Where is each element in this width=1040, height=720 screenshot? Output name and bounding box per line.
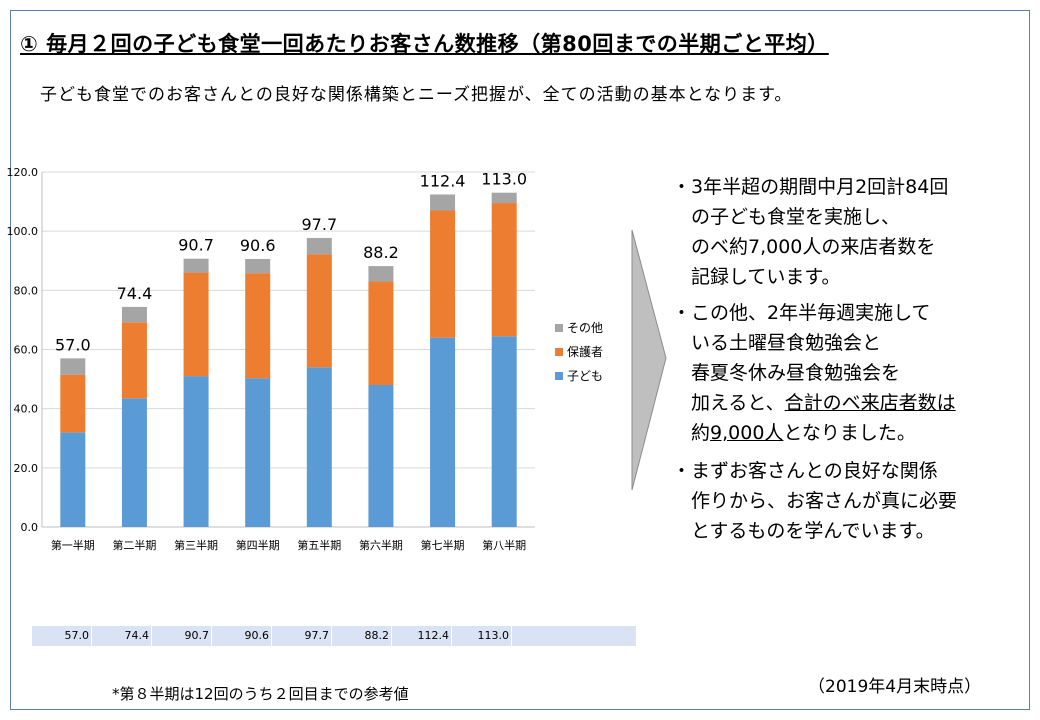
bar-segment (306, 254, 332, 368)
bar-segment (368, 385, 394, 527)
bullet-1-line-3: のベ約7,000人の来店者数を (672, 236, 936, 258)
bullet-1-line-4: 記録しています。 (672, 266, 841, 288)
bullet-3: ・まずお客さんとの良好な関係 作りから、お客さんが真に必要 とするものを学んでい… (672, 456, 957, 546)
x-tick-label: 第四半期 (236, 538, 280, 552)
bullet-2-line-1: ・この他、2年半毎週実施して (672, 302, 931, 324)
as-of-date: （2019年4月末時点） (808, 677, 982, 697)
table-cell: 112.4 (392, 626, 452, 646)
y-tick-label: 20.0 (14, 462, 39, 475)
total-visitors-value: 9,000人 (710, 422, 784, 444)
bar-segment (121, 398, 147, 527)
bullet-2-line-4: 加えると、合計のベ来店者数は (672, 388, 956, 418)
bar-segment (60, 374, 86, 433)
stacked-bar-chart: 0.0 20.0 40.0 60.0 80.0 100.0 120.0 57.0 第一半期 74.… (7, 166, 604, 552)
page-title: ① 毎月２回の子ども食堂一回あたりお客さん数推移（第80回までの半期ごと平均） (20, 32, 829, 56)
bar-total-label: 88.2 (363, 243, 399, 262)
bar-total-label: 112.4 (420, 171, 466, 190)
bar-total-label: 90.7 (178, 236, 214, 255)
footnote: *第８半期は12回のうち２回目までの参考値 (112, 685, 409, 703)
y-tick-label: 0.0 (21, 521, 39, 534)
bar-segment (306, 237, 332, 255)
bar-total-label: 74.4 (117, 284, 153, 303)
bullet-2-line-3: 春夏冬休み昼食勉強会を (672, 362, 901, 384)
bullet-3-line-3: とするものを学んでいます。 (672, 520, 935, 542)
bar-total-label: 97.7 (302, 215, 338, 234)
bar-segment (368, 281, 394, 385)
table-cell: 97.7 (272, 626, 332, 646)
legend-label: 保護者 (567, 344, 603, 359)
y-tick-label: 80.0 (14, 284, 39, 297)
table-cell: 74.4 (92, 626, 152, 646)
bullet-2-line-5: 約9,000人となりました。 (672, 418, 956, 448)
bar-segment (60, 432, 86, 527)
bar-segment (430, 194, 456, 211)
bar-total-label: 90.6 (240, 236, 276, 255)
legend-swatch (555, 324, 563, 332)
bar-segment (306, 367, 332, 527)
bullet-3-line-2: 作りから、お客さんが真に必要 (672, 490, 958, 512)
table-cell: 113.0 (452, 626, 512, 646)
bar-segment (491, 203, 517, 337)
legend-swatch (555, 348, 563, 356)
table-cell: 57.0 (32, 626, 92, 646)
table-cell: 90.7 (152, 626, 212, 646)
bullet-3-line-1: ・まずお客さんとの良好な関係 (672, 460, 938, 482)
bullet-2-line-5-suffix: となりました。 (783, 422, 916, 444)
legend-label: 子ども (567, 369, 603, 383)
bullet-2: ・この他、2年半毎週実施して いる土曜昼食勉強会と 春夏冬休み昼食勉強会を 加え… (672, 298, 956, 448)
bar-segment (121, 322, 147, 399)
legend-swatch (555, 372, 563, 380)
table-cell: 88.2 (332, 626, 392, 646)
x-tick-label: 第一半期 (51, 538, 95, 552)
x-tick-label: 第七半期 (421, 538, 465, 552)
bar-segment (183, 376, 209, 527)
x-tick-label: 第六半期 (359, 538, 403, 552)
total-visitors-emphasis: 合計のベ来店者数は (784, 392, 956, 414)
bar-segment (245, 258, 271, 274)
bar-segment (121, 306, 147, 323)
bar-segment (60, 358, 86, 375)
y-tick-label: 100.0 (7, 225, 39, 238)
bar-segment (245, 378, 271, 527)
bar-segment (183, 272, 209, 377)
bullet-1-line-2: の子ども食堂を実施し、 (672, 206, 901, 228)
y-tick-label: 60.0 (14, 344, 39, 357)
totals-table-row: 57.0 74.4 90.7 90.6 97.7 88.2 112.4 113.… (32, 626, 636, 646)
right-arrow-icon (631, 229, 667, 491)
x-tick-label: 第三半期 (174, 538, 218, 552)
bar-segment (245, 273, 271, 379)
bar-segment (491, 336, 517, 527)
bar-total-label: 113.0 (481, 170, 527, 189)
bullet-2-line-4-prefix: 加えると、 (672, 392, 785, 414)
bar-segment (368, 266, 394, 282)
x-tick-label: 第二半期 (112, 538, 156, 552)
bar-segment (491, 192, 517, 204)
x-tick-label: 第八半期 (482, 538, 526, 552)
page-subtitle: 子ども食堂でのお客さんとの良好な関係構築とニーズ把握が、全ての活動の基本となりま… (40, 85, 793, 105)
bar-segment (183, 258, 209, 273)
bar-segment (430, 210, 456, 338)
legend-label: その他 (567, 321, 603, 335)
bullet-1-line-1: ・3年半超の期間中月2回計84回 (672, 176, 949, 198)
bullet-1: ・3年半超の期間中月2回計84回 の子ども食堂を実施し、 のベ約7,000人の来… (672, 172, 948, 292)
bar-segment (430, 337, 456, 527)
slide-frame (10, 10, 1030, 710)
bar-total-label: 57.0 (55, 335, 91, 354)
bullet-2-line-2: いる土曜昼食勉強会と (672, 332, 882, 354)
y-tick-label: 40.0 (14, 403, 39, 416)
bullet-2-line-5-prefix: 約 (672, 422, 711, 444)
table-cell: 90.6 (212, 626, 272, 646)
y-tick-label: 120.0 (7, 166, 39, 179)
x-tick-label: 第五半期 (297, 538, 341, 552)
